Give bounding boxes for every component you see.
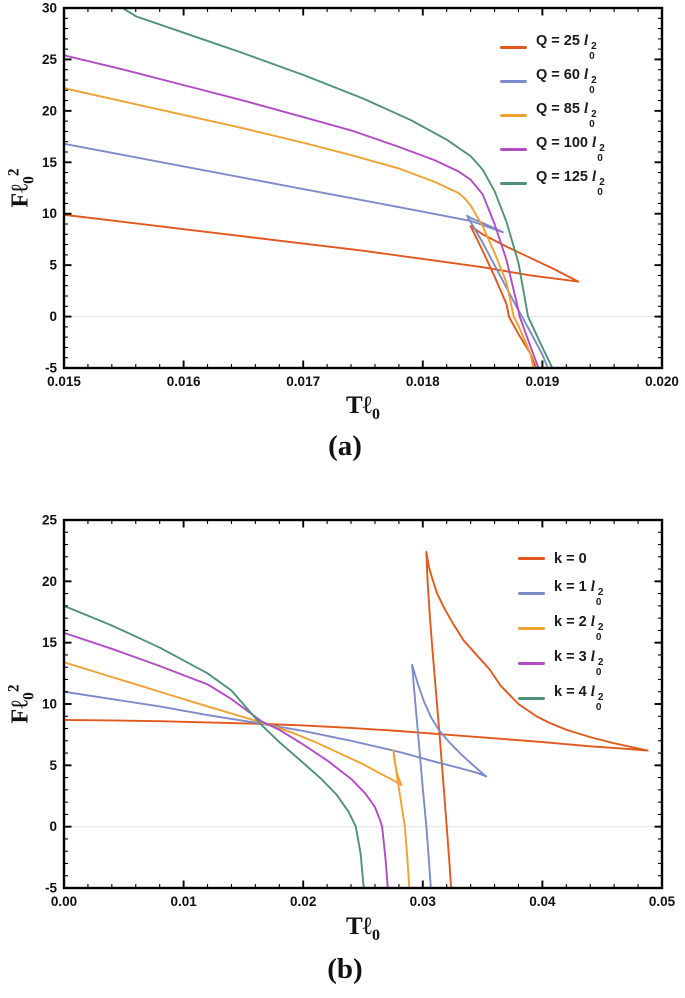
legend-line-swatch	[518, 592, 545, 595]
legend-line-swatch	[518, 557, 545, 560]
ell-symbol: l	[592, 169, 597, 185]
legend-line-swatch	[500, 182, 527, 185]
y-tick-label: 20	[42, 103, 57, 118]
legend-line-swatch	[500, 114, 527, 117]
plot-frame	[62, 6, 664, 370]
y-tick-label: 10	[42, 206, 57, 221]
ell-symbol: l	[590, 649, 595, 665]
y-tick-label: 10	[42, 697, 57, 712]
y-tick-label: 15	[42, 635, 58, 650]
x-tick-label: 0.017	[286, 374, 320, 389]
x-axis-label: Tℓ0	[345, 913, 381, 944]
y-axis-label: Fℓ02	[5, 168, 38, 208]
curve-q-125	[120, 8, 554, 368]
ell-symbol: l	[583, 101, 589, 117]
curve-k-3	[64, 631, 389, 888]
y-tick-label: -5	[45, 881, 57, 896]
caption-a: (a)	[328, 430, 362, 462]
y-tick-label: -5	[45, 361, 57, 376]
curve-k-1	[64, 663, 488, 888]
curve-k-2	[64, 661, 411, 888]
legend-line-swatch	[518, 662, 545, 665]
legend-item: k = 0	[518, 547, 601, 570]
curve-q-85	[64, 87, 535, 368]
y-axis-label: Fℓ02	[5, 684, 38, 724]
y-tick-label: 0	[49, 309, 57, 324]
curve-q-25	[64, 213, 580, 368]
ell-symbol: l	[590, 684, 595, 700]
curve-k-4	[64, 604, 365, 888]
y-tick-label: 0	[49, 819, 57, 834]
plot-b: 0.00 0.01 0.02 0.03 0.04 0.05 -5 0 5 10 15 20 25 Fℓ0…	[0, 505, 685, 998]
y-tick-label: 5	[49, 758, 57, 773]
legend-line-swatch	[518, 627, 545, 630]
x-tick-label: 0.03	[410, 894, 437, 909]
x-tick-label: 0.01	[170, 894, 197, 909]
x-tick-label: 0.019	[526, 374, 560, 389]
legend-line-swatch	[500, 148, 527, 151]
y-tick-label: 20	[42, 574, 57, 589]
legend-label: k = 0	[554, 550, 587, 567]
ell-symbol: l	[590, 614, 595, 630]
y-tick-label: 5	[49, 258, 57, 273]
x-tick-label: 0.04	[529, 894, 556, 909]
curve-q-100	[64, 54, 540, 368]
legend-line-swatch	[500, 46, 527, 49]
legend-line-swatch	[500, 80, 527, 83]
ell-symbol: l	[583, 67, 589, 83]
x-tick-label: 0.015	[47, 374, 81, 389]
x-tick-label: 0.016	[167, 374, 201, 389]
ell-symbol: l	[590, 579, 595, 595]
x-tick-label: 0.020	[645, 374, 679, 389]
plot-a: 0.015 0.016 0.017 0.018 0.019 0.020 -5 0 5 10 15 20…	[5, 1, 679, 463]
x-axis-label: Tℓ0	[345, 392, 381, 423]
y-tick-label: 25	[42, 513, 58, 528]
x-tick-label: 0.00	[51, 894, 77, 909]
caption-b: (b)	[327, 953, 363, 985]
curve-q-60	[64, 142, 549, 368]
curve-k-0	[64, 550, 649, 888]
legend-line-swatch	[518, 697, 545, 700]
x-tick-label: 0.018	[406, 374, 440, 389]
x-tick-label: 0.05	[649, 894, 676, 909]
ell-symbol: l	[592, 135, 597, 151]
ell-symbol: l	[583, 33, 589, 49]
x-tick-label: 0.02	[290, 894, 316, 909]
y-tick-label: 25	[42, 52, 58, 67]
y-tick-label: 30	[42, 1, 57, 16]
y-tick-label: 15	[42, 155, 58, 170]
plot-b-canvas: 0.00 0.01 0.02 0.03 0.04 0.05 -5 0 5 10 15 20 25	[42, 513, 676, 910]
plot-a-canvas: 0.015 0.016 0.017 0.018 0.019 0.020 -5 0 5 10 15 20…	[42, 1, 679, 390]
